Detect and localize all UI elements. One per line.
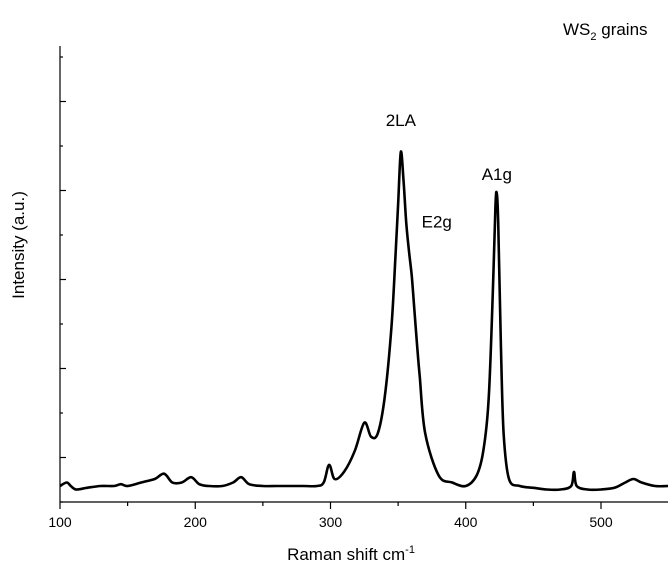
x-axis-ticks: 100 200 300 400 500 bbox=[48, 502, 613, 530]
peak-label-2la: 2LA bbox=[386, 111, 417, 130]
peak-label-e2g: E2g bbox=[422, 212, 452, 231]
y-axis-ticks bbox=[60, 56, 66, 503]
peak-label-a1g: A1g bbox=[482, 165, 512, 184]
x-tick-label: 300 bbox=[319, 514, 343, 530]
x-axis-label: Raman shift cm-1 bbox=[287, 544, 415, 564]
x-tick-label: 100 bbox=[48, 514, 72, 530]
x-tick-label: 500 bbox=[589, 514, 613, 530]
chart-title: WS2 grains bbox=[563, 20, 648, 43]
x-tick-label: 200 bbox=[184, 514, 208, 530]
spectrum-line bbox=[59, 150, 668, 492]
x-tick-label: 400 bbox=[454, 514, 478, 530]
y-axis-label: Intensity (a.u.) bbox=[9, 191, 28, 299]
peak-annotations: 2LA E2g A1g bbox=[386, 111, 512, 231]
